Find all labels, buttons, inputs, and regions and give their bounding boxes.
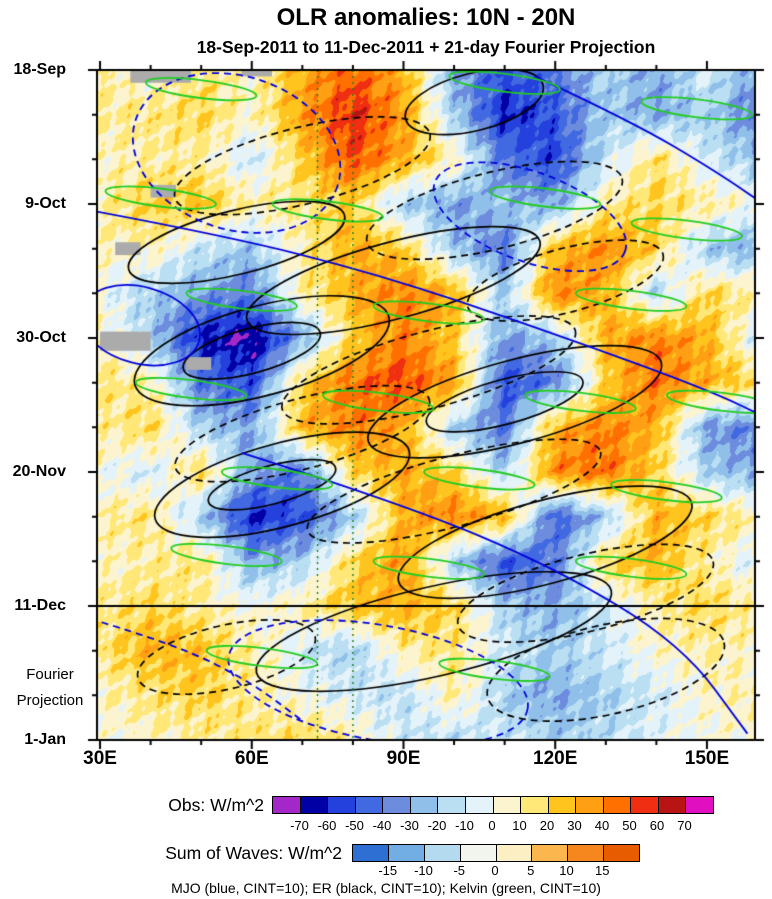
- colorbar-segment: [631, 797, 659, 813]
- fourier-projection-label: Fourier Projection: [4, 662, 96, 714]
- page-title: OLR anomalies: 10N - 20N: [276, 4, 576, 31]
- colorbar-segment: [300, 797, 329, 813]
- colorbar-tick-label: 10: [559, 863, 574, 878]
- colorbar-segment: [604, 845, 639, 861]
- y-tick-label-30-Oct: 30-Oct: [16, 329, 66, 346]
- colorbar-tick-label: 15: [595, 863, 610, 878]
- colorbar-tick-label: 20: [539, 818, 555, 833]
- colorbar-segment: [424, 845, 461, 861]
- colorbar-segment: [568, 845, 605, 861]
- colorbar-segment: [460, 845, 497, 861]
- colorbar-segment: [383, 797, 411, 813]
- obs-colorbar-label: Obs: W/m^2: [168, 795, 264, 815]
- colorbar-tick-label: -5: [453, 863, 466, 878]
- legend-caption: MJO (blue, CINT=10); ER (black, CINT=10)…: [171, 880, 601, 896]
- colorbar-segment: [686, 797, 713, 813]
- colorbar-tick-label: 50: [622, 818, 637, 833]
- colorbar-tick-label: 5: [527, 863, 535, 878]
- colorbar-segment: [328, 797, 356, 813]
- colorbar-segment: [493, 797, 522, 813]
- colorbar-segment: [465, 797, 494, 813]
- fourier-projection-label-line1: Fourier: [26, 666, 74, 683]
- colorbar-tick-label: -10: [455, 818, 474, 833]
- colorbar-tick-label: 0: [491, 863, 499, 878]
- colorbar-segment: [496, 845, 533, 861]
- fourier-projection-label-line2: Projection: [16, 692, 84, 709]
- colorbar-segment: [410, 797, 439, 813]
- colorbar-segment: [273, 797, 301, 813]
- x-tick-label-120E: 120E: [533, 748, 578, 769]
- colorbar-tick-label: -10: [414, 863, 433, 878]
- colorbar-tick-label: 0: [488, 818, 496, 833]
- colorbar-segment: [603, 797, 632, 813]
- page-subtitle: 18-Sep-2011 to 11-Dec-2011 + 21-day Four…: [196, 37, 656, 57]
- colorbar-tick-label: -70: [290, 818, 309, 833]
- colorbar-tick-label: -50: [345, 818, 364, 833]
- sum-of-waves-colorbar-label: Sum of Waves: W/m^2: [165, 843, 342, 863]
- colorbar-tick-label: -40: [372, 818, 392, 833]
- y-tick-label-11-Dec: 11-Dec: [14, 597, 66, 614]
- colorbar-segment: [355, 797, 384, 813]
- colorbar-segment: [438, 797, 466, 813]
- y-tick-label-18-Sep: 18-Sep: [13, 61, 66, 78]
- x-tick-label-150E: 150E: [684, 748, 730, 769]
- y-tick-label-1-Jan: 1-Jan: [24, 731, 66, 748]
- colorbar-segment: [548, 797, 577, 813]
- colorbar-tick-label: 70: [677, 818, 692, 833]
- colorbar-segment: [353, 845, 389, 861]
- colorbar-tick-label: 10: [512, 818, 527, 833]
- colorbar-tick-label: -15: [378, 863, 398, 878]
- x-tick-label-30E: 30E: [83, 748, 117, 769]
- x-tick-label-90E: 90E: [386, 748, 421, 769]
- colorbar-segment: [521, 797, 549, 813]
- obs-colorbar: [272, 796, 714, 814]
- colorbar-tick-label: 30: [567, 818, 582, 833]
- colorbar-tick-label: -60: [317, 818, 337, 833]
- x-tick-label-60E: 60E: [234, 748, 269, 769]
- sum-of-waves-colorbar: [352, 844, 640, 862]
- colorbar-tick-label: 40: [594, 818, 610, 833]
- colorbar-segment: [576, 797, 604, 813]
- y-tick-label-9-Oct: 9-Oct: [25, 195, 66, 212]
- colorbar-tick-label: 60: [649, 818, 665, 833]
- colorbar-segment: [658, 797, 687, 813]
- colorbar-tick-label: -30: [400, 818, 419, 833]
- y-tick-label-20-Nov: 20-Nov: [12, 463, 66, 480]
- colorbar-tick-label: -20: [427, 818, 447, 833]
- colorbar-segment: [388, 845, 425, 861]
- colorbar-segment: [532, 845, 569, 861]
